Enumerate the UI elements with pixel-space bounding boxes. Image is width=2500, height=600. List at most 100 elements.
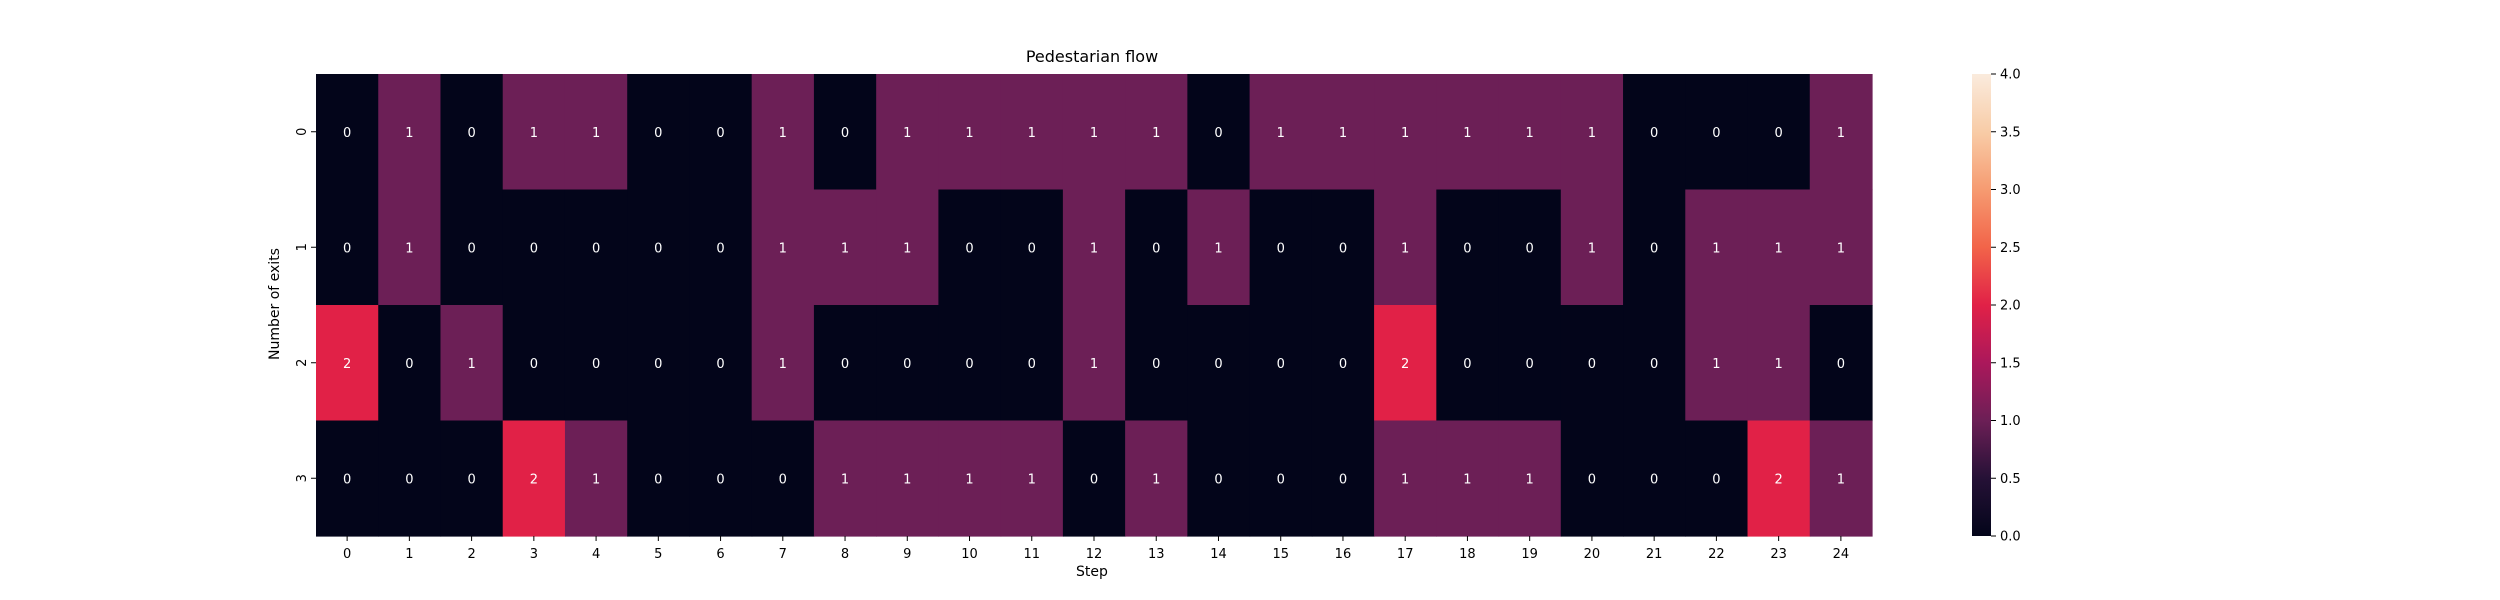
heatmap-cell-label: 0 — [1339, 357, 1347, 372]
heatmap-cells — [316, 74, 1873, 537]
heatmap-cell-label: 0 — [592, 357, 600, 372]
heatmap-cell-label: 0 — [1526, 241, 1534, 256]
heatmap-cell-label: 0 — [841, 357, 849, 372]
heatmap-cell-label: 0 — [903, 357, 911, 372]
heatmap-cell-label: 0 — [1090, 472, 1098, 487]
heatmap-cell — [689, 189, 753, 306]
heatmap-cell-label: 1 — [779, 357, 787, 372]
heatmap-cell — [1000, 189, 1064, 306]
heatmap-cell — [1747, 305, 1811, 422]
colorbar: 0.0 0.5 1.0 1.5 2.0 2.5 3.0 3.5 4.0 — [1972, 68, 2021, 545]
heatmap-cell — [440, 189, 504, 306]
heatmap-cell-label: 1 — [965, 472, 973, 487]
heatmap-cell-label: 1 — [1526, 126, 1534, 141]
heatmap-cell — [378, 305, 442, 422]
heatmap-cell-label: 0 — [1837, 357, 1845, 372]
heatmap-cell — [1560, 189, 1624, 306]
heatmap-cell — [1436, 189, 1500, 306]
heatmap-cell-label: 0 — [530, 241, 538, 256]
heatmap-cell-label: 0 — [467, 241, 475, 256]
x-tick-label: 13 — [1148, 547, 1165, 562]
heatmap-cell — [1125, 420, 1188, 537]
heatmap-cell — [876, 189, 939, 306]
heatmap-cell-label: 0 — [654, 126, 662, 141]
heatmap-cell — [1747, 420, 1811, 537]
heatmap-cell-label: 1 — [1588, 126, 1596, 141]
heatmap-cell — [1809, 305, 1873, 422]
heatmap-cell — [378, 189, 442, 306]
heatmap-cell — [938, 420, 1002, 537]
heatmap-cell — [627, 305, 691, 422]
heatmap-cell-label: 0 — [654, 472, 662, 487]
heatmap-cell-label: 1 — [1152, 472, 1160, 487]
y-tick-label: 2 — [295, 359, 310, 367]
heatmap-cell-labels: 0 1 0 1 1 0 0 1 0 1 1 1 1 1 0 1 1 1 1 1 1 0 0 0 1 0 1 0 0 0 0 0 1 1 1 0 0 1 0 1… — [343, 126, 1845, 488]
heatmap-cell-label: 0 — [343, 126, 351, 141]
heatmap-cell-label: 1 — [841, 472, 849, 487]
colorbar-tick-label: 0.5 — [2000, 472, 2021, 487]
x-axis-label: Step — [1076, 564, 1108, 580]
x-tick-label: 9 — [903, 547, 911, 562]
heatmap-cell-label: 0 — [1277, 472, 1285, 487]
heatmap-cell-label: 1 — [841, 241, 849, 256]
heatmap-cell-label: 1 — [1774, 241, 1782, 256]
heatmap-cell — [564, 420, 628, 537]
heatmap-cell-label: 0 — [343, 472, 351, 487]
colorbar-tick-label: 3.0 — [2000, 183, 2021, 198]
heatmap-cell — [1000, 420, 1064, 537]
heatmap-cell — [440, 420, 504, 537]
heatmap-cell-label: 0 — [467, 472, 475, 487]
heatmap-cell-label: 1 — [1526, 472, 1534, 487]
heatmap-cell-label: 0 — [530, 357, 538, 372]
heatmap-cell-label: 1 — [965, 126, 973, 141]
heatmap-cell-label: 0 — [1152, 357, 1160, 372]
heatmap-cell — [627, 189, 691, 306]
heatmap-cell-label: 0 — [1339, 472, 1347, 487]
heatmap-cell — [1311, 305, 1375, 422]
heatmap-cell — [813, 74, 877, 191]
heatmap-cell-label: 0 — [1526, 357, 1534, 372]
heatmap-cell-label: 0 — [1463, 357, 1471, 372]
heatmap-cell — [316, 420, 379, 537]
colorbar-tick-label: 3.5 — [2000, 125, 2021, 140]
heatmap-cell-label: 0 — [1214, 126, 1222, 141]
heatmap-cell-label: 0 — [1152, 241, 1160, 256]
heatmap-cell — [316, 189, 379, 306]
heatmap-cell — [627, 74, 691, 191]
x-tick-label: 11 — [1023, 547, 1040, 562]
heatmap-cell — [1374, 74, 1437, 191]
heatmap-cell — [440, 74, 504, 191]
heatmap-cell-label: 1 — [903, 126, 911, 141]
heatmap-cell-label: 1 — [1837, 472, 1845, 487]
heatmap-cell-label: 0 — [1214, 357, 1222, 372]
heatmap-cell — [1623, 420, 1686, 537]
heatmap-cell — [1187, 305, 1251, 422]
heatmap-cell — [1498, 305, 1562, 422]
heatmap-cell — [1685, 74, 1749, 191]
heatmap-cell-label: 1 — [592, 126, 600, 141]
heatmap-cell-label: 0 — [592, 241, 600, 256]
heatmap-cell — [316, 74, 379, 191]
heatmap-cell-label: 0 — [1650, 241, 1658, 256]
x-tick-label: 24 — [1833, 547, 1850, 562]
heatmap-cell — [1249, 420, 1313, 537]
heatmap-cell — [938, 74, 1002, 191]
heatmap-cell — [1311, 189, 1375, 306]
heatmap-cell — [1747, 74, 1811, 191]
heatmap-cell-label: 1 — [405, 126, 413, 141]
heatmap-cell-label: 2 — [1774, 472, 1782, 487]
heatmap-cell — [813, 305, 877, 422]
heatmap-cell — [1062, 420, 1126, 537]
heatmap-cell-label: 1 — [779, 126, 787, 141]
heatmap-cell-label: 1 — [903, 472, 911, 487]
heatmap-cell-label: 1 — [1774, 357, 1782, 372]
chart-title: Pedestarian flow — [1026, 47, 1158, 66]
heatmap-cell — [564, 189, 628, 306]
heatmap-cell-label: 0 — [1277, 357, 1285, 372]
heatmap-cell — [876, 305, 939, 422]
heatmap-cell — [1685, 420, 1749, 537]
heatmap-cell — [564, 74, 628, 191]
heatmap-cell-label: 0 — [405, 472, 413, 487]
heatmap-cell-label: 0 — [716, 357, 724, 372]
